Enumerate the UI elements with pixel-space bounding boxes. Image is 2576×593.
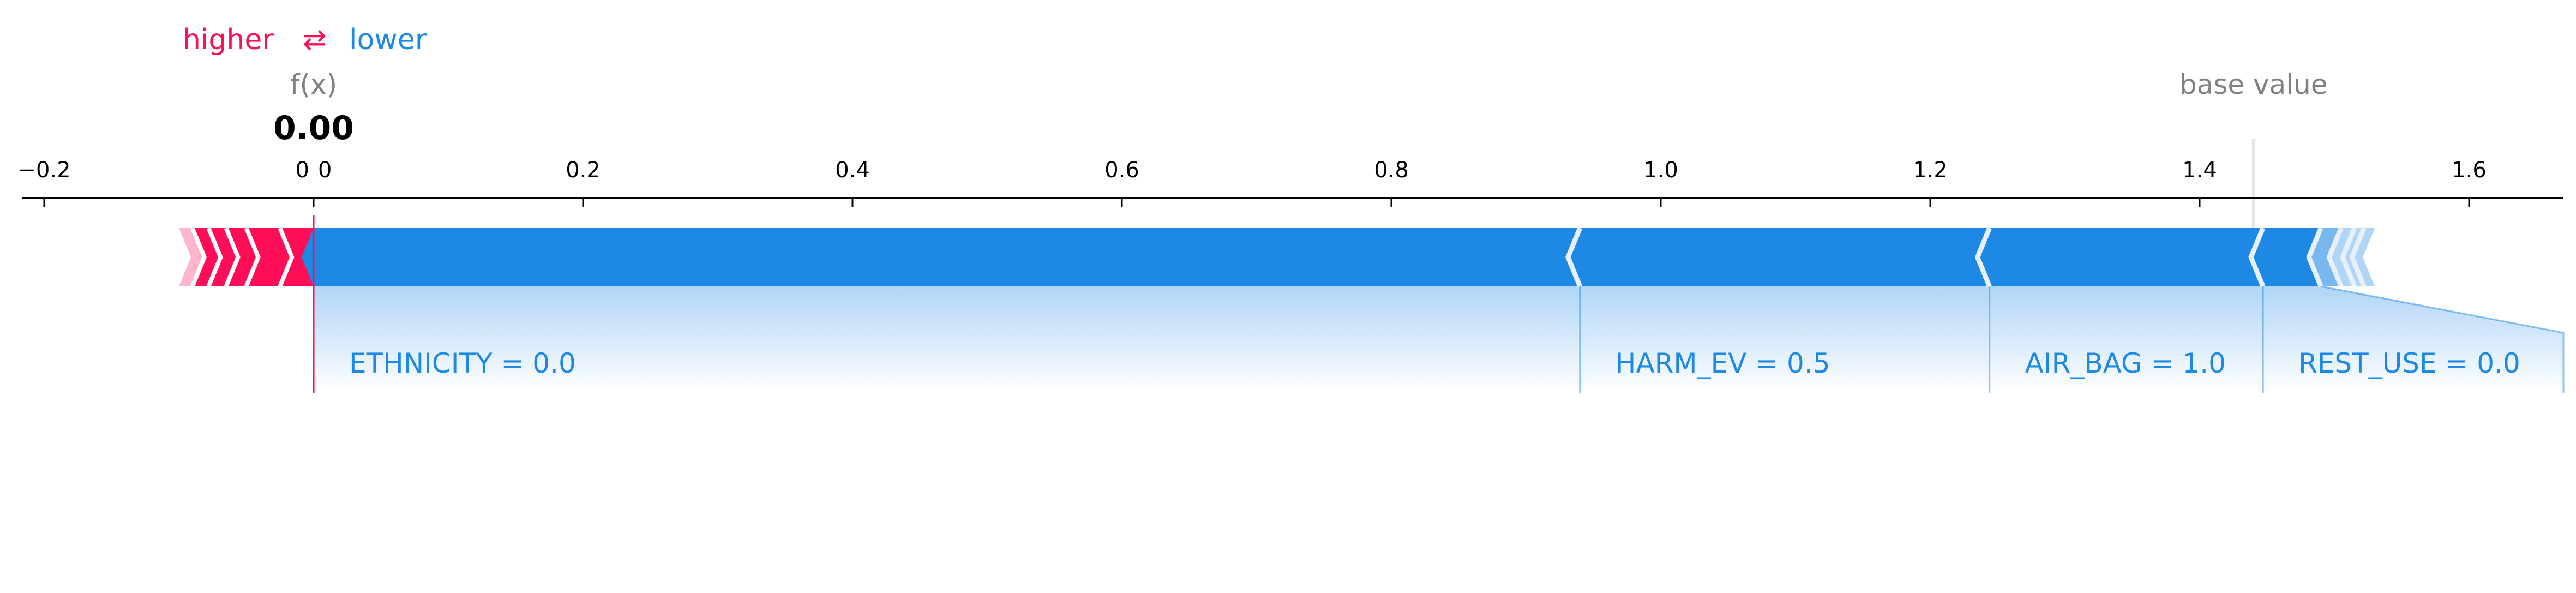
feature-label-3: REST_USE = 0.0 (2298, 348, 2520, 379)
positive-feature-bar-1 (246, 228, 292, 286)
negative-feature-bar-2 (1977, 228, 2263, 286)
negative-feature-separator-2 (1974, 227, 1992, 287)
tick-label-1: 0 (318, 158, 332, 183)
x-axis: −0.2 0 0.2 0.4 0.6 0.8 1.0 1.2 1.4 1.6 0 (17, 158, 2563, 207)
negative-feature-separator-5 (2326, 227, 2344, 287)
negative-feature-separator-7 (2349, 227, 2367, 287)
negative-feature-bar-6 (2343, 228, 2364, 286)
fx-label: f(x) (290, 69, 337, 100)
negative-feature-separator-4 (2306, 227, 2323, 287)
tick-label-4: 0.6 (1104, 158, 1139, 183)
tick-label-5: 0.8 (1374, 158, 1409, 183)
negative-feature-bar-1 (1568, 228, 1990, 286)
feature-labels: ETHNICITY = 0.0 HARM_EV = 0.5 AIR_BAG = 1.… (349, 348, 2520, 379)
fx-value: 0.00 (273, 109, 354, 147)
feature-label-0: ETHNICITY = 0.0 (349, 348, 576, 379)
positive-feature-separator-3 (224, 227, 241, 287)
tick-label-9: 1.6 (2452, 158, 2487, 183)
negative-feature-separator-6 (2340, 227, 2357, 287)
positive-feature-separator-1 (278, 227, 295, 287)
negative-feature-shading (314, 285, 2565, 393)
tick-label-0: −0.2 (17, 158, 70, 183)
legend-arrow-icon: ⇄ (303, 23, 327, 56)
negative-feature-shade-2 (1989, 286, 2263, 393)
negative-feature-connector-3 (2321, 285, 2565, 393)
positive-feature-separator-2 (244, 227, 261, 287)
legend-lower: lower (349, 23, 427, 56)
negative-feature-shade-0 (314, 286, 1580, 393)
negative-feature-bars (302, 227, 2375, 287)
legend: higher ⇄ lower (183, 23, 427, 56)
negative-feature-separator-3 (2248, 227, 2266, 287)
negative-feature-bar-0 (302, 228, 1580, 286)
tick-label-3: 0.4 (835, 158, 870, 183)
negative-feature-shade-1 (1580, 286, 1990, 393)
negative-feature-shade-3 (2263, 286, 2563, 393)
feature-label-2: AIR_BAG = 1.0 (2025, 348, 2226, 379)
axis-ticks: −0.2 0 0.2 0.4 0.6 0.8 1.0 1.2 1.4 1.6 (17, 158, 2487, 207)
base-value-label: base value (2179, 69, 2328, 100)
negative-feature-separator-1 (1565, 227, 1582, 287)
tick-label-2: 0.2 (566, 158, 601, 183)
positive-feature-separator-5 (190, 227, 207, 287)
tick-label-6: 1.0 (1643, 158, 1678, 183)
legend-higher: higher (183, 23, 274, 56)
negative-feature-bar-3 (2251, 228, 2321, 286)
tick-label-7: 1.2 (1913, 158, 1948, 183)
negative-feature-bar-7 (2352, 228, 2375, 286)
feature-label-1: HARM_EV = 0.5 (1616, 348, 1830, 379)
positive-feature-separator-4 (206, 227, 223, 287)
output-tick-label: 0 (296, 158, 309, 183)
tick-label-8: 1.4 (2182, 158, 2217, 183)
